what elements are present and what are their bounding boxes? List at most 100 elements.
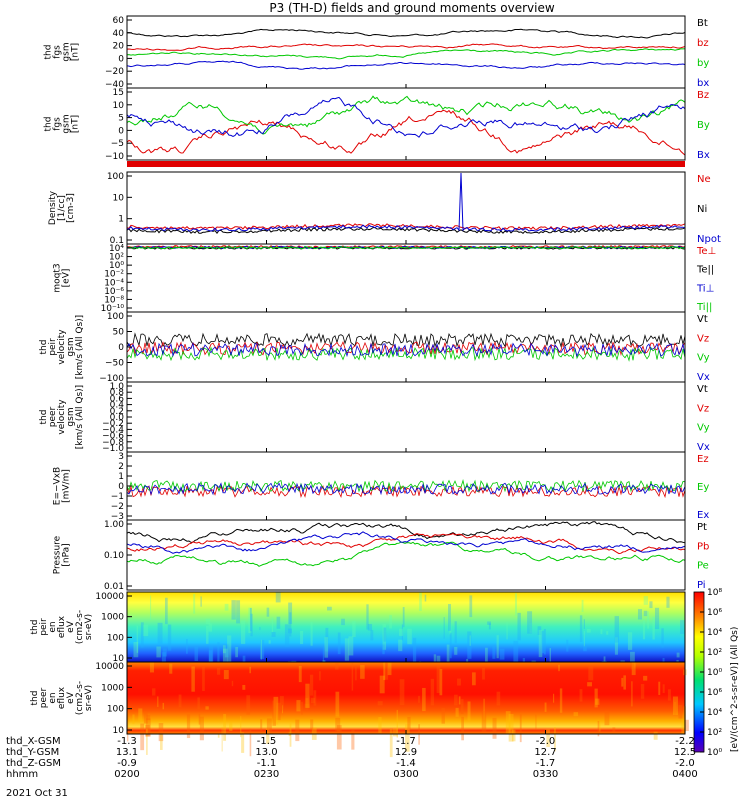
spectrogram-texture	[352, 621, 356, 638]
spectrogram-texture	[260, 640, 265, 659]
spectrogram-texture	[623, 675, 626, 690]
panel-peer-eflux: 10000 1000 100 10 thdpeerenefluxeV(cm2-s-sr-…	[30, 661, 689, 758]
spectrogram-texture	[514, 593, 517, 616]
spectrogram-texture	[454, 646, 458, 655]
spectrogram-texture	[140, 723, 145, 751]
spectrogram-texture	[138, 708, 143, 722]
spectrogram-texture	[443, 617, 445, 639]
spectrogram-texture	[259, 626, 261, 631]
legend-temperature-2: Ti⊥	[696, 283, 714, 294]
spectrogram-texture	[221, 726, 223, 752]
ytick-label: 50	[113, 328, 125, 338]
ylabel-peir-velocity: thdpeirvelocitygsm[km/s (All Qs)]	[39, 315, 85, 379]
page-title: P3 (TH-D) fields and ground moments over…	[269, 1, 554, 15]
spectrogram-texture	[275, 592, 281, 603]
spectrogram-texture	[460, 699, 464, 714]
spectrogram-texture	[162, 702, 165, 710]
ylabel-line: [1/cc]	[57, 195, 67, 221]
spectrogram-texture	[559, 688, 563, 713]
spectrogram-texture	[606, 631, 609, 635]
spectrogram-texture	[132, 714, 135, 725]
spectrogram-texture	[367, 623, 373, 631]
spectrogram-texture	[304, 703, 310, 708]
spectrogram-texture	[529, 622, 532, 634]
spectrogram-texture	[558, 664, 560, 672]
spectrogram-texture	[658, 681, 661, 695]
spectrogram-texture	[674, 702, 677, 715]
spectrogram-texture	[266, 727, 270, 744]
ytick-label: 0.01	[104, 582, 124, 592]
legend-peer-velocity-1: Vz	[697, 403, 709, 414]
ylabel-line: moqt3	[53, 263, 63, 292]
colorbar-tick-label: 10⁴	[707, 708, 722, 718]
spectrogram-texture	[140, 622, 144, 648]
spectrogram-texture	[496, 635, 499, 659]
spectrogram-texture	[541, 630, 545, 654]
spectrogram-texture	[535, 714, 537, 730]
spectrogram-texture	[396, 709, 398, 738]
ytick-label: 0.0	[110, 413, 125, 423]
ytick-label: −20	[105, 67, 124, 77]
panel-frame	[126, 171, 686, 245]
panel-peir-eflux: 10000 1000 100 10 thdpeirenefluxeV(cm2-s-sr-…	[30, 591, 686, 687]
spectrogram-texture	[235, 646, 238, 658]
spectrogram-texture	[527, 611, 533, 634]
spectrogram-texture	[612, 727, 616, 732]
spectrogram-texture	[191, 666, 195, 692]
ephemeris-value: 12.7	[534, 747, 556, 758]
spectrogram-texture	[678, 704, 683, 719]
spectrogram-texture	[143, 712, 148, 724]
spectrogram-texture	[684, 719, 689, 732]
ytick-label: 0.4	[110, 401, 125, 411]
ytick-label: −0.2	[102, 419, 124, 429]
spectrogram-texture	[206, 625, 209, 644]
spectrogram-texture	[324, 637, 329, 658]
series-efield-1	[126, 479, 686, 493]
spectrogram-texture	[341, 618, 345, 626]
spectrogram-texture	[544, 702, 547, 712]
spectrogram-texture	[389, 615, 392, 629]
legend-peir-velocity-3: Vx	[697, 372, 710, 383]
ytick-label: 1.00	[104, 520, 124, 530]
spectrogram-texture	[579, 615, 583, 642]
panel-fgs-zoom: 15 10 5 0 −5 −10 thdfgsgsm[nT] Bz By Bx	[44, 87, 710, 162]
ytick-label: 0.2	[110, 407, 124, 417]
spectrogram-texture	[272, 700, 276, 726]
spectrogram-texture	[640, 684, 645, 699]
spectrogram-texture	[599, 721, 601, 732]
ephemeris-row-label: thd_Y-GSM	[6, 747, 59, 758]
ytick-label: 10	[113, 101, 125, 111]
spectrogram-texture	[260, 719, 263, 732]
ytick-label: 10⁰	[109, 261, 124, 271]
spectrogram-texture	[647, 611, 650, 629]
spectrogram-texture	[455, 707, 459, 717]
spectrogram-texture	[161, 652, 166, 666]
ytick-label: 10⁻⁶	[104, 287, 124, 297]
spectrogram-texture	[310, 621, 313, 646]
spectrogram-texture	[157, 622, 163, 644]
spectrogram-texture	[457, 678, 461, 686]
ephemeris-value: -1.7	[396, 736, 416, 747]
ephemeris-value: 0330	[533, 769, 558, 780]
ytick-label: 10⁻⁸	[104, 295, 124, 305]
series-peir-velocity-2	[126, 346, 686, 362]
series-pressure-0	[126, 521, 686, 544]
series-pressure-2	[126, 541, 686, 567]
ephemeris-value: -2.0	[536, 736, 556, 747]
ytick-label: 20	[113, 42, 125, 52]
ylabel-line: fgs	[53, 117, 63, 131]
spectrogram-texture	[586, 628, 591, 633]
spectrogram-texture	[481, 710, 487, 732]
spectrogram-texture	[146, 714, 151, 720]
ylabel-line: thd	[30, 620, 40, 635]
spectrogram-texture	[467, 631, 472, 659]
spectrogram-texture	[643, 675, 648, 681]
spectrogram-texture	[382, 644, 385, 655]
legend-peir-velocity-1: Vz	[697, 333, 709, 344]
spectrogram-texture	[301, 701, 303, 715]
spectrogram-texture	[169, 663, 173, 674]
spectrogram-texture	[366, 604, 369, 630]
spectrogram-texture	[517, 612, 521, 641]
ytick-label: 1	[118, 472, 124, 482]
spectrogram-texture	[595, 698, 600, 705]
